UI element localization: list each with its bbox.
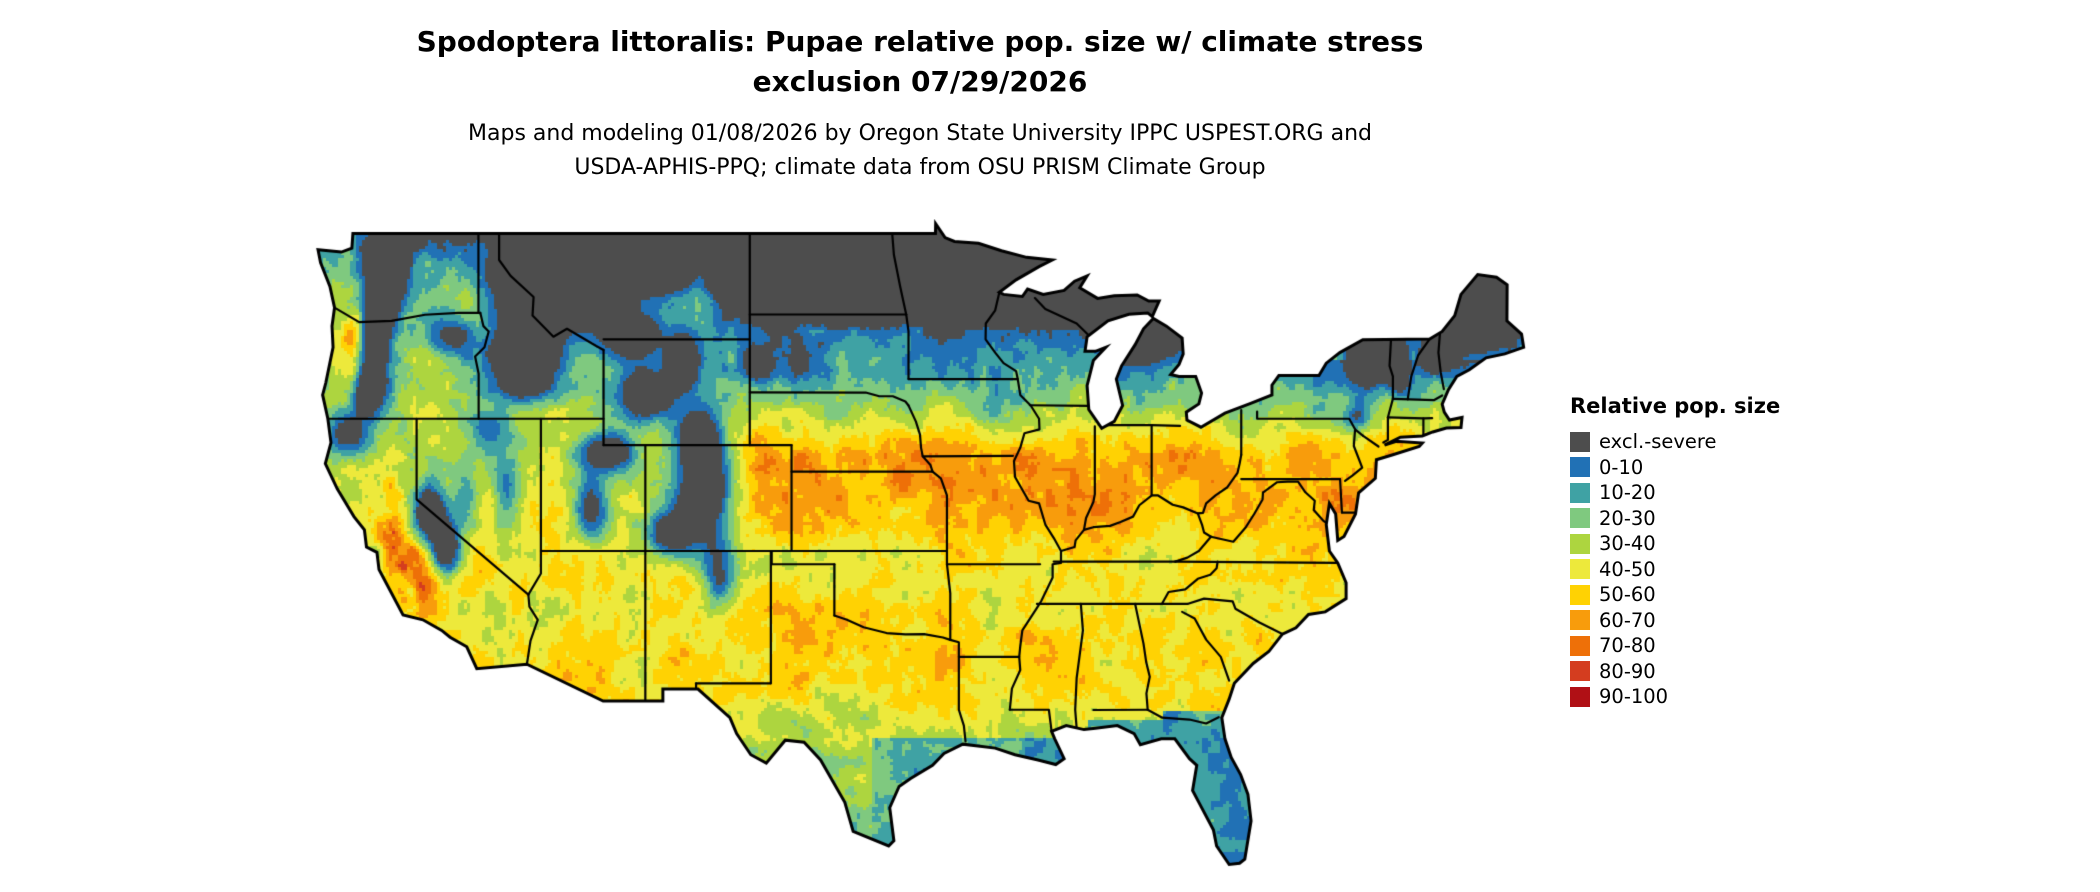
legend-label: 90-100: [1599, 685, 1669, 708]
legend-label: 20-30: [1599, 506, 1656, 530]
legend-item: 40-50: [1570, 557, 1780, 583]
legend-swatch: [1570, 482, 1590, 503]
figure-title-line2: exclusion 07/29/2026: [752, 65, 1088, 98]
map-legend: Relative pop. size excl.-severe 0-10 10-20…: [1570, 394, 1780, 710]
figure-title-line1: Spodoptera littoralis: Pupae relative po…: [416, 25, 1424, 58]
legend-item: 60-70: [1570, 608, 1780, 634]
legend-swatch: [1570, 533, 1590, 554]
legend-swatch: [1570, 559, 1590, 580]
legend-label: 60-70: [1599, 608, 1656, 632]
legend-label: excl.-severe: [1599, 430, 1717, 453]
figure-subtitle-line1: Maps and modeling 01/08/2026 by Oregon S…: [468, 121, 1372, 146]
legend-title: Relative pop. size: [1570, 394, 1781, 418]
legend-swatch: [1570, 686, 1590, 707]
legend-label: 80-90: [1599, 659, 1656, 683]
legend-label: 40-50: [1599, 557, 1656, 581]
legend-swatch: [1570, 610, 1590, 631]
figure-header: Spodoptera littoralis: Pupae relative po…: [417, 22, 1424, 185]
conus-population-raster-map: [308, 219, 1532, 887]
figure-subtitle: Maps and modeling 01/08/2026 by Oregon S…: [417, 117, 1424, 185]
legend-item: excl.-severe: [1570, 429, 1780, 455]
legend-swatch: [1570, 661, 1590, 682]
legend-swatch: [1570, 457, 1590, 478]
legend-item: 90-100: [1570, 684, 1780, 710]
figure-subtitle-line2: USDA-APHIS-PPQ; climate data from OSU PR…: [574, 155, 1266, 180]
legend-swatch: [1570, 635, 1590, 656]
legend-label: 0-10: [1599, 455, 1644, 479]
legend-items: excl.-severe 0-10 10-20 20-30 30-40 40-50 50-6…: [1570, 429, 1780, 710]
figure-title: Spodoptera littoralis: Pupae relative po…: [417, 22, 1424, 102]
legend-label: 30-40: [1599, 532, 1656, 555]
legend-item: 30-40: [1570, 531, 1780, 557]
legend-label: 10-20: [1599, 481, 1656, 504]
legend-swatch: [1570, 508, 1590, 529]
legend-label: 70-80: [1599, 634, 1656, 657]
legend-item: 50-60: [1570, 582, 1780, 608]
legend-item: 80-90: [1570, 659, 1780, 685]
legend-item: 20-30: [1570, 506, 1780, 532]
legend-swatch: [1570, 431, 1590, 452]
legend-item: 0-10: [1570, 455, 1780, 481]
legend-item: 10-20: [1570, 480, 1780, 506]
legend-item: 70-80: [1570, 633, 1780, 659]
legend-label: 50-60: [1599, 583, 1656, 606]
legend-swatch: [1570, 584, 1590, 605]
